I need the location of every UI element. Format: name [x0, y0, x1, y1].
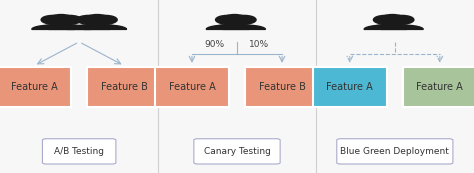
Text: Blue Green Deployment: Blue Green Deployment	[340, 147, 449, 156]
Circle shape	[390, 15, 414, 24]
Text: Feature A: Feature A	[11, 82, 57, 92]
Circle shape	[85, 15, 109, 23]
Text: 90%: 90%	[204, 40, 225, 49]
Text: A/B Testing: A/B Testing	[54, 147, 104, 156]
Polygon shape	[381, 25, 423, 29]
Circle shape	[223, 15, 246, 23]
Text: Feature A: Feature A	[169, 82, 215, 92]
Circle shape	[93, 15, 117, 24]
Text: Feature B: Feature B	[101, 82, 147, 92]
Polygon shape	[32, 25, 74, 29]
Circle shape	[232, 15, 256, 24]
Polygon shape	[364, 25, 407, 29]
Circle shape	[58, 15, 82, 24]
Polygon shape	[40, 24, 82, 29]
Polygon shape	[371, 24, 414, 29]
FancyBboxPatch shape	[87, 67, 161, 107]
Circle shape	[374, 15, 397, 24]
Polygon shape	[223, 25, 265, 29]
FancyBboxPatch shape	[246, 67, 319, 107]
Circle shape	[41, 15, 65, 24]
Circle shape	[77, 15, 100, 24]
FancyBboxPatch shape	[43, 139, 116, 164]
Text: Feature B: Feature B	[259, 82, 305, 92]
Polygon shape	[206, 25, 249, 29]
FancyBboxPatch shape	[313, 67, 387, 107]
FancyBboxPatch shape	[337, 139, 453, 164]
Polygon shape	[67, 25, 110, 29]
Circle shape	[381, 15, 404, 23]
Circle shape	[216, 15, 239, 24]
FancyBboxPatch shape	[0, 67, 71, 107]
Polygon shape	[213, 24, 256, 29]
FancyBboxPatch shape	[403, 67, 474, 107]
FancyBboxPatch shape	[155, 67, 228, 107]
Polygon shape	[48, 25, 91, 29]
Polygon shape	[76, 24, 118, 29]
Polygon shape	[84, 25, 127, 29]
Text: 10%: 10%	[249, 40, 270, 49]
Text: Canary Testing: Canary Testing	[203, 147, 271, 156]
Text: Feature A: Feature A	[417, 82, 463, 92]
Circle shape	[49, 15, 73, 23]
FancyBboxPatch shape	[194, 139, 280, 164]
Text: Feature A: Feature A	[327, 82, 373, 92]
